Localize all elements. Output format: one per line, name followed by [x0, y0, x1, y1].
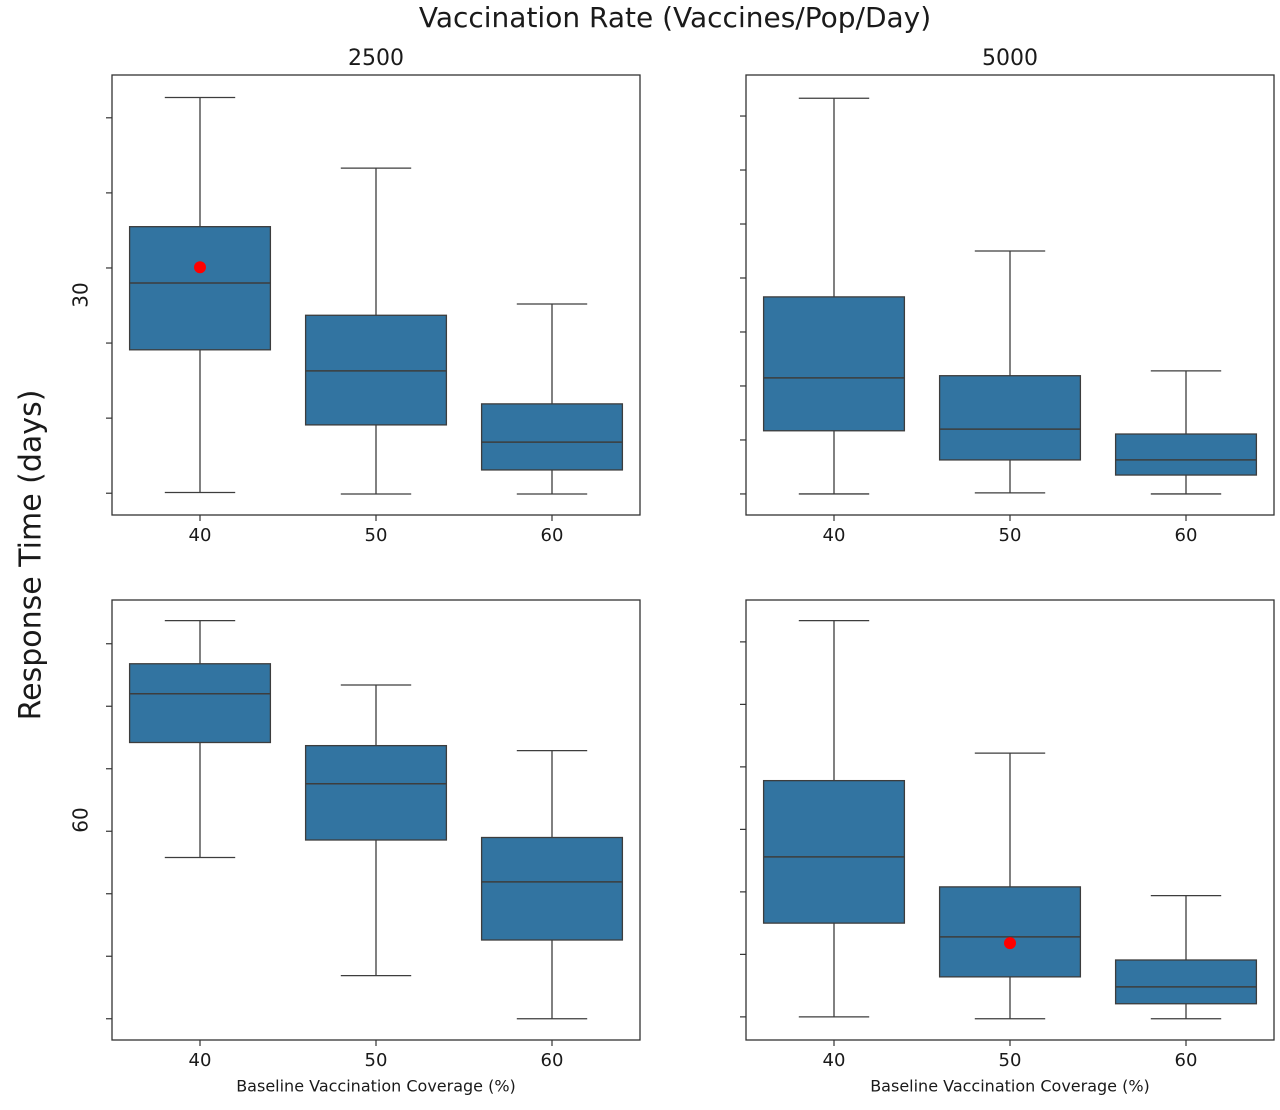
box	[128, 226, 272, 351]
box	[304, 314, 448, 426]
x-tick-label: 50	[999, 525, 1022, 546]
x-tick-label: 60	[1175, 525, 1198, 546]
box	[762, 296, 906, 432]
x-tick-label: 40	[823, 1050, 846, 1071]
figure-y-label: Response Time (days)	[14, 390, 49, 721]
axes-frame	[111, 599, 641, 1041]
panel-title: 2500	[348, 46, 404, 71]
mean-marker	[194, 261, 206, 274]
axes-frame	[745, 74, 1275, 516]
box	[938, 375, 1082, 461]
x-axis-label: Baseline Vaccination Coverage (%)	[870, 1077, 1150, 1096]
x-tick-label: 40	[189, 1050, 212, 1071]
x-tick-label: 60	[541, 1050, 564, 1071]
row-label: 60	[69, 807, 93, 832]
axes-frame	[111, 74, 641, 516]
panel-title: 5000	[982, 46, 1038, 71]
box	[480, 403, 624, 471]
x-tick-label: 60	[1175, 1050, 1198, 1071]
figure-title: Vaccination Rate (Vaccines/Pop/Day)	[419, 1, 931, 34]
x-tick-label: 60	[541, 525, 564, 546]
box	[304, 744, 448, 841]
x-tick-label: 40	[189, 525, 212, 546]
box	[762, 779, 906, 924]
box	[480, 836, 624, 941]
x-axis-label: Baseline Vaccination Coverage (%)	[236, 1077, 516, 1096]
box	[1114, 433, 1258, 476]
box	[128, 663, 272, 744]
mean-marker	[1004, 937, 1016, 950]
x-tick-label: 50	[365, 525, 388, 546]
box	[938, 886, 1082, 978]
axes-frame	[745, 599, 1275, 1041]
x-tick-label: 50	[999, 1050, 1022, 1071]
box	[1114, 959, 1258, 1005]
x-tick-label: 50	[365, 1050, 388, 1071]
row-label: 30	[69, 282, 93, 307]
x-tick-label: 40	[823, 525, 846, 546]
